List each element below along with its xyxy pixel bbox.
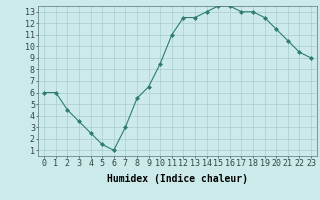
X-axis label: Humidex (Indice chaleur): Humidex (Indice chaleur) [107,174,248,184]
